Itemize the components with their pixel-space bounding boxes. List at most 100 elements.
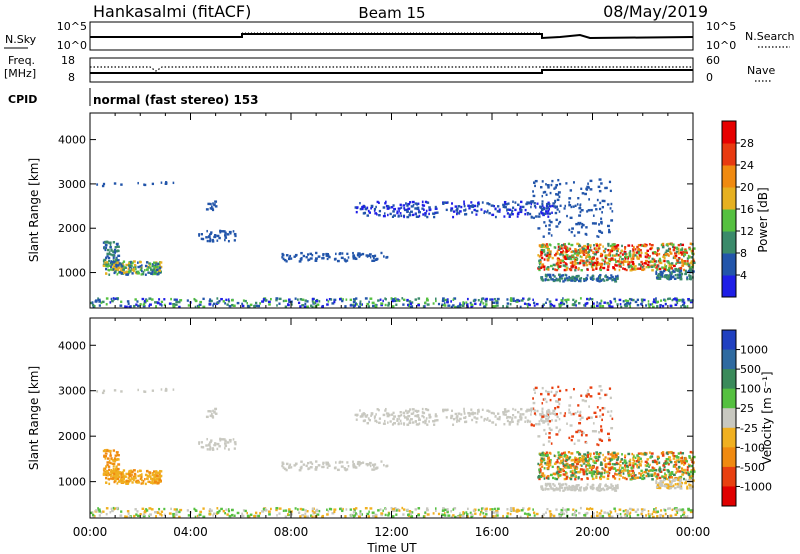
range-gate-cell — [555, 193, 558, 196]
range-gate-cell — [655, 469, 658, 472]
range-gate-cell — [688, 483, 691, 486]
range-gate-cell — [573, 472, 576, 475]
range-gate-cell — [368, 300, 370, 304]
range-gate-cell — [674, 254, 678, 258]
range-gate-cell — [555, 400, 558, 403]
range-gate-cell — [486, 418, 488, 421]
range-gate-cell — [688, 277, 692, 281]
range-gate-cell — [133, 304, 136, 308]
range-gate-cell — [542, 414, 545, 417]
range-gate-cell — [669, 514, 673, 518]
colorbar-tick-label: 8 — [740, 247, 747, 260]
range-gate-cell — [452, 417, 456, 421]
range-gate-cell — [502, 411, 505, 414]
range-gate-cell — [647, 265, 650, 269]
range-gate-cell — [588, 405, 591, 408]
range-gate-cell — [244, 299, 247, 303]
range-gate-cell — [546, 507, 549, 511]
range-gate-cell — [494, 297, 496, 301]
range-gate-cell — [417, 215, 420, 219]
range-gate-cell — [647, 513, 650, 516]
range-gate-cell — [485, 513, 488, 516]
range-gate-cell — [592, 261, 595, 264]
range-gate-cell — [133, 514, 136, 518]
range-gate-cell — [445, 208, 448, 212]
range-gate-cell — [588, 464, 592, 467]
range-gate-cell — [219, 229, 222, 233]
nsky-trace — [90, 33, 694, 40]
range-gate-cell — [143, 390, 145, 393]
range-gate-cell — [473, 208, 476, 212]
range-gate-cell — [362, 212, 366, 215]
range-gate-cell — [382, 299, 384, 303]
range-gate-cell — [596, 511, 598, 514]
range-gate-cell — [670, 472, 674, 475]
range-gate-cell — [101, 300, 105, 304]
range-gate-cell — [631, 267, 634, 271]
range-gate-cell — [673, 246, 676, 249]
range-gate-cell — [525, 202, 528, 206]
range-gate-cell — [626, 260, 630, 263]
range-gate-cell — [666, 268, 669, 272]
range-gate-cell — [481, 297, 485, 300]
range-gate-cell — [600, 182, 603, 185]
range-gate-cell — [623, 464, 627, 467]
range-gate-cell — [554, 407, 557, 410]
range-gate-cell — [544, 278, 547, 281]
range-gate-cell — [626, 509, 629, 513]
range-gate-cell — [577, 460, 580, 464]
range-gate-cell — [541, 250, 545, 253]
range-gate-cell — [202, 515, 206, 519]
range-gate-cell — [463, 410, 466, 413]
range-gate-cell — [218, 299, 221, 303]
range-gate-cell — [614, 263, 617, 267]
range-gate-cell — [682, 459, 686, 462]
range-gate-cell — [540, 249, 544, 252]
range-gate-cell — [136, 270, 140, 274]
range-gate-cell — [455, 416, 459, 419]
range-gate-cell — [608, 468, 612, 472]
range-gate-cell — [216, 239, 219, 242]
range-gate-cell — [284, 299, 288, 303]
range-gate-cell — [116, 264, 119, 267]
range-gate-cell — [606, 477, 610, 480]
range-gate-cell — [670, 267, 674, 270]
range-gate-cell — [558, 466, 560, 470]
range-gate-cell — [284, 305, 287, 308]
range-gate-cell — [290, 257, 293, 260]
range-gate-cell — [519, 515, 522, 519]
range-gate-cell — [305, 255, 308, 259]
range-gate-cell — [557, 178, 560, 182]
range-gate-cell — [609, 189, 612, 193]
range-gate-cell — [483, 515, 486, 518]
range-gate-cell — [680, 485, 683, 488]
range-gate-cell — [568, 404, 572, 407]
range-gate-cell — [503, 215, 506, 218]
range-gate-cell — [632, 262, 635, 266]
range-gate-cell — [679, 243, 682, 246]
range-gate-cell — [315, 251, 318, 255]
range-gate-cell — [624, 302, 627, 306]
range-gate-cell — [456, 207, 459, 211]
range-gate-cell — [547, 266, 550, 269]
range-gate-cell — [125, 472, 128, 476]
range-gate-cell — [545, 463, 549, 466]
range-gate-cell — [358, 464, 361, 467]
range-gate-cell — [338, 298, 342, 301]
range-gate-cell — [473, 412, 477, 415]
range-gate-cell — [504, 206, 507, 209]
range-gate-cell — [504, 413, 507, 416]
range-gate-cell — [684, 456, 687, 460]
range-gate-cell — [148, 262, 151, 265]
range-gate-cell — [352, 514, 355, 518]
range-gate-cell — [317, 255, 321, 258]
range-gate-cell — [589, 386, 593, 389]
range-gate-cell — [421, 203, 424, 207]
range-gate-cell — [426, 408, 430, 412]
range-gate-cell — [220, 507, 223, 511]
range-gate-cell — [462, 302, 466, 305]
range-gate-cell — [578, 206, 582, 210]
range-gate-cell — [644, 255, 647, 258]
range-gate-cell — [366, 422, 370, 425]
range-gate-cell — [255, 304, 258, 308]
